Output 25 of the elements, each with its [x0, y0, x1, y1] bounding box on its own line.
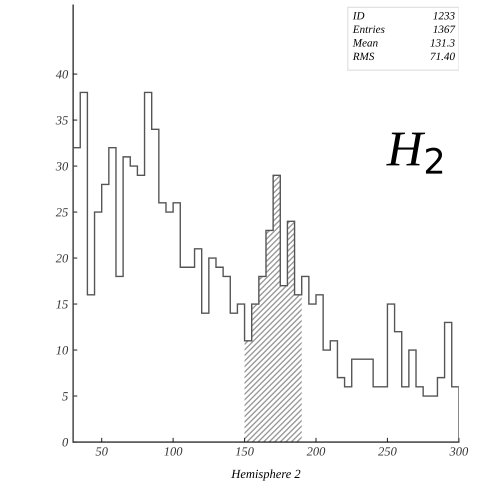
annotation: Mean: [352, 39, 378, 47]
x-axis-title: Hemisphere 2: [231, 469, 300, 481]
y-tick-label: 0: [62, 438, 68, 446]
y-tick-label: 20: [56, 254, 68, 263]
x-tick-label: 100: [164, 447, 182, 456]
y-tick-label: 40: [56, 70, 68, 79]
x-tick-label: 250: [378, 447, 397, 456]
annotation: 131.3: [430, 39, 455, 47]
x-tick-label: 50: [96, 447, 108, 456]
y-tick-label: 5: [62, 392, 68, 400]
annotation: 71.40: [430, 52, 455, 60]
annotation: 1233: [433, 12, 455, 20]
x-tick-label: 150: [236, 447, 254, 456]
y-tick-label: 10: [56, 346, 68, 354]
x-tick-label: 200: [306, 447, 326, 456]
annotation: ID: [352, 12, 364, 20]
annotation: RMS: [352, 52, 374, 60]
annotation: Entries: [352, 26, 385, 34]
x-tick-label: 300: [449, 447, 468, 456]
y-tick-label: 30: [56, 162, 68, 171]
annotation: 1367: [433, 26, 456, 34]
y-tick-label: 25: [56, 208, 68, 217]
y-tick-label: 15: [56, 300, 68, 309]
y-tick-label: 35: [56, 116, 68, 125]
annotation: H$_{2}$: [386, 132, 442, 174]
